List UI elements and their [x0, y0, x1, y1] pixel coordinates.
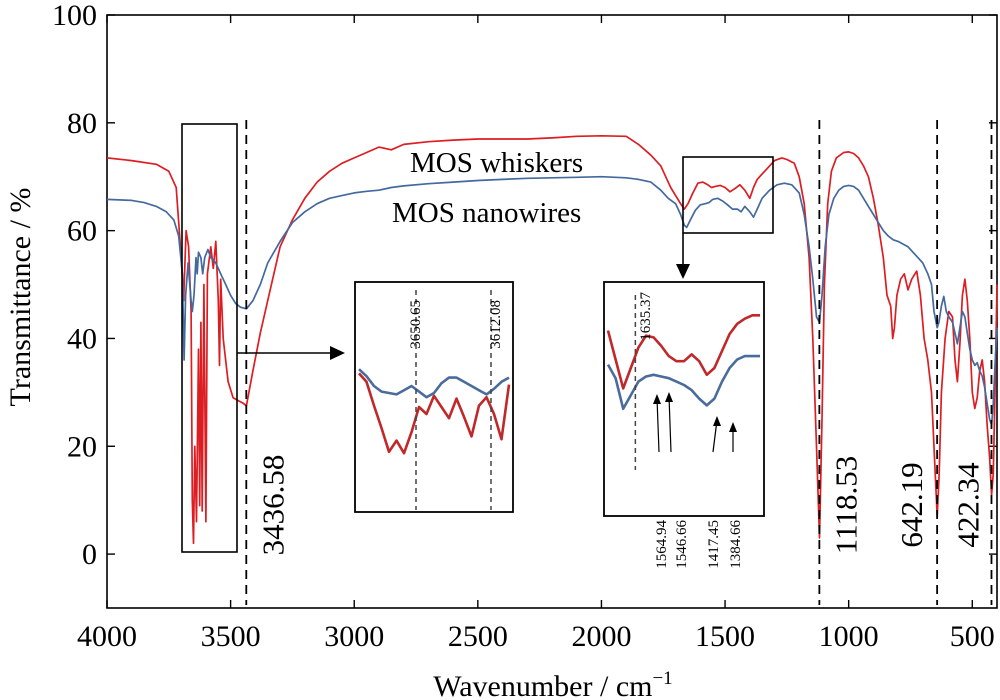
- x-tick-label: 500: [950, 620, 995, 653]
- annotation-layer: 3436.58 1118.53 642.19 422.34: [181, 120, 993, 605]
- y-tick-label: 80: [67, 107, 97, 140]
- inset-arrow-head-left: [330, 346, 345, 360]
- peak-label: 642.19: [894, 462, 929, 547]
- peak-label: 1118.53: [828, 456, 863, 554]
- x-tick-label: 1500: [695, 620, 755, 653]
- series-whiskers-line: [106, 134, 998, 545]
- x-tick-label: 3500: [201, 620, 261, 653]
- inset-pointer-head: [665, 392, 673, 402]
- inset-pointer-head: [729, 422, 737, 432]
- y-tick-label: 40: [67, 322, 97, 355]
- series-layer: [106, 134, 998, 545]
- y-tick-label: 0: [82, 538, 97, 571]
- inset-nanowires-line: [606, 354, 760, 411]
- inset-pointer-line: [668, 395, 672, 453]
- x-axis-label-superscript: −1: [652, 668, 672, 689]
- series-nanowires-line: [106, 175, 998, 426]
- y-tick-label: 60: [67, 215, 97, 248]
- inset-pointer-line: [656, 397, 660, 453]
- inset-peak-label: 1417.45: [706, 520, 722, 569]
- x-tick-label: 4000: [77, 620, 137, 653]
- highlight-box-1500: [682, 156, 774, 234]
- x-tick-label: 2500: [448, 620, 508, 653]
- y-tick-label: 100: [52, 0, 97, 32]
- x-axis-label: Wavenumber / cm−1: [433, 668, 672, 700]
- inset-peak-label: 1635.37: [638, 292, 654, 341]
- inset-frame: [603, 281, 765, 517]
- inset-left: 3650.65 3612.08: [354, 281, 514, 513]
- y-axis-label: Transmittance / %: [4, 188, 37, 407]
- axes-group: 4000 3500 3000 2500 2000 1500 1000 500 0 20 40 60 80…: [52, 0, 998, 653]
- legend-whiskers-label: MOS whiskers: [410, 147, 583, 179]
- plot-frame: [106, 14, 998, 609]
- x-tick-label: 3000: [324, 620, 384, 653]
- inset-pointer-head: [713, 416, 721, 426]
- inset-peak-label: 1564.94: [654, 520, 670, 569]
- legend-nanowires-label: MOS nanowires: [392, 197, 581, 229]
- peak-label: 3436.58: [255, 455, 290, 556]
- x-tick-label: 2000: [571, 620, 631, 653]
- inset-peak-label: 3612.08: [488, 300, 504, 349]
- highlight-box-oh: [181, 123, 238, 553]
- inset-peak-label: 3650.65: [408, 300, 424, 349]
- inset-peak-label: 1384.66: [728, 520, 744, 569]
- inset-right: 1635.37 1564.94 1546.66 1417.45 1384.66: [603, 281, 765, 569]
- inset-nanowires-line: [358, 368, 510, 399]
- inset-whiskers-line: [358, 372, 511, 455]
- x-tick-label: 1000: [819, 620, 879, 653]
- inset-arrow-head-right: [676, 264, 690, 279]
- peak-label: 422.34: [951, 462, 986, 548]
- inset-pointer-head: [653, 394, 661, 404]
- y-tick-label: 20: [67, 430, 97, 463]
- inset-whiskers-line: [606, 314, 760, 390]
- inset-peak-label: 1546.66: [674, 520, 690, 569]
- x-axis-label-main: Wavenumber / cm: [433, 670, 652, 700]
